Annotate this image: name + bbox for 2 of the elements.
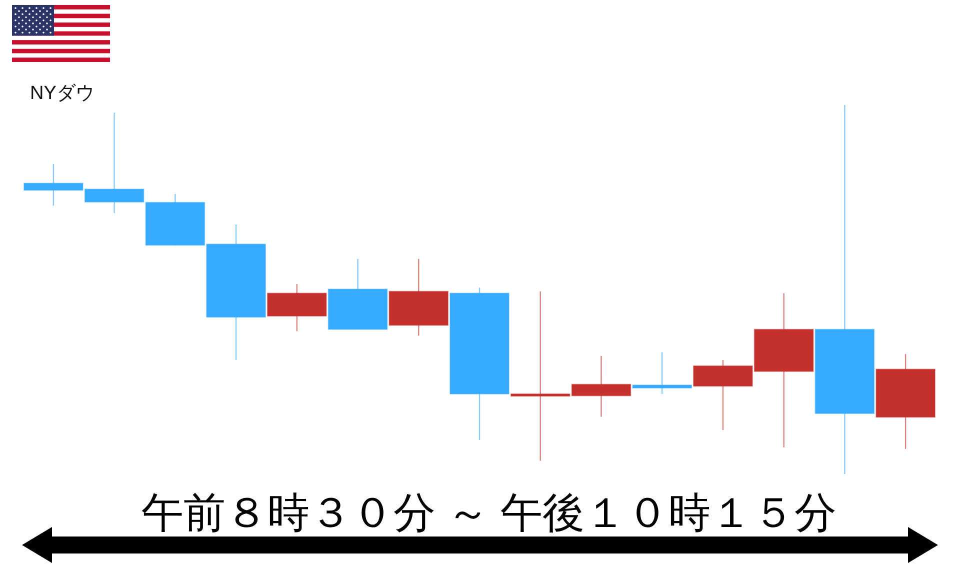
x-axis-title: 午前８時３０分 ～ 午後１０時１５分 [141,489,837,536]
chart-title: NYダウ [30,83,94,104]
